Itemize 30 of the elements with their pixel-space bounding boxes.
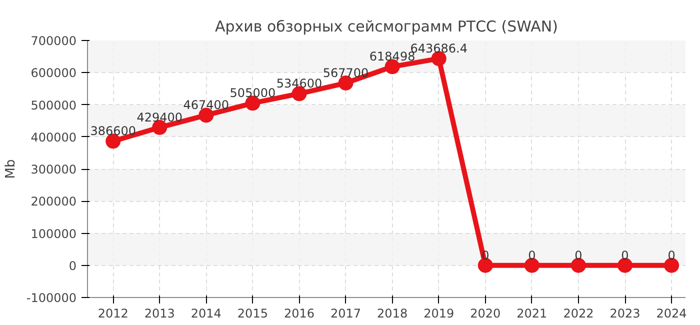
x-tick-label: 2012 xyxy=(98,306,128,320)
data-label: 567700 xyxy=(322,66,369,80)
y-tick-label: -100000 xyxy=(26,291,76,305)
y-tick-label: 200000 xyxy=(30,194,77,209)
x-tick-label: 2021 xyxy=(516,306,548,320)
x-tick-label: 2022 xyxy=(563,306,594,320)
data-label: 386600 xyxy=(90,124,136,138)
y-tick-label: 700000 xyxy=(30,34,77,48)
y-axis-title: Mb xyxy=(3,159,18,179)
x-tick-label: 2016 xyxy=(284,306,315,320)
x-tick-label: 2018 xyxy=(377,306,408,320)
y-tick-label: 500000 xyxy=(30,98,77,112)
x-tick-label: 2023 xyxy=(610,306,640,320)
y-tick-label: 0 xyxy=(68,258,77,273)
x-tick-label: 2013 xyxy=(144,306,175,320)
y-tick-label: 600000 xyxy=(30,66,77,80)
x-tick-label: 2024 xyxy=(656,306,687,320)
chart-title: Архив обзорных сейсмограмм РТСС (SWAN) xyxy=(214,18,558,36)
data-label: 534600 xyxy=(276,76,322,91)
x-tick-label: 2015 xyxy=(237,306,268,320)
x-tick-label: 2019 xyxy=(424,306,454,320)
y-tick-label: 300000 xyxy=(30,162,77,176)
x-tick-label: 2017 xyxy=(330,306,362,320)
x-tick-label: 2020 xyxy=(470,306,501,320)
y-tick-label: 100000 xyxy=(30,226,77,241)
data-label: 429400 xyxy=(136,110,183,124)
data-label: 505000 xyxy=(230,86,276,100)
x-tick-label: 2014 xyxy=(190,306,222,320)
y-tick-label: 400000 xyxy=(30,130,77,144)
data-label: 467400 xyxy=(183,98,230,112)
